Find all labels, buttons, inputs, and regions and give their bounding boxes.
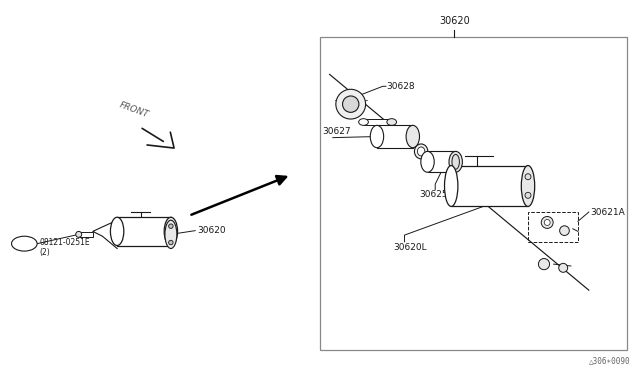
Bar (79, 232, 93, 237)
Circle shape (12, 236, 37, 251)
Bar (428, 151, 456, 172)
Ellipse shape (522, 166, 534, 206)
Ellipse shape (169, 240, 173, 245)
Ellipse shape (452, 154, 460, 169)
Text: 08121-0251E: 08121-0251E (40, 238, 90, 247)
Text: 30627: 30627 (322, 127, 351, 136)
Ellipse shape (111, 217, 124, 246)
Ellipse shape (525, 174, 531, 180)
Ellipse shape (165, 220, 177, 248)
Ellipse shape (541, 217, 553, 228)
Ellipse shape (525, 192, 531, 198)
Bar (320, 37, 627, 350)
Text: (2): (2) (40, 248, 51, 257)
Bar (364, 119, 392, 125)
Ellipse shape (358, 119, 369, 125)
Text: 30620: 30620 (197, 226, 226, 235)
Text: B: B (22, 239, 27, 248)
Ellipse shape (169, 224, 173, 228)
Ellipse shape (387, 119, 397, 125)
Ellipse shape (336, 89, 365, 119)
Ellipse shape (164, 217, 177, 246)
Bar (377, 125, 413, 148)
Ellipse shape (421, 151, 434, 172)
Ellipse shape (445, 166, 458, 206)
Ellipse shape (415, 144, 428, 159)
Ellipse shape (559, 226, 570, 235)
Bar (451, 166, 528, 206)
Text: △306∗0090: △306∗0090 (589, 356, 630, 365)
Ellipse shape (342, 96, 359, 112)
Text: 30621A: 30621A (590, 208, 625, 217)
Ellipse shape (544, 219, 550, 225)
Ellipse shape (406, 125, 419, 148)
Ellipse shape (449, 151, 462, 172)
Ellipse shape (559, 263, 568, 272)
Ellipse shape (76, 231, 82, 237)
Bar (117, 217, 171, 246)
Text: 30620L: 30620L (394, 243, 428, 251)
Ellipse shape (371, 125, 383, 148)
Ellipse shape (417, 147, 425, 156)
Text: 30620: 30620 (439, 16, 470, 26)
Bar (528, 212, 578, 242)
Text: 30628: 30628 (387, 82, 415, 91)
Text: 30625A: 30625A (419, 190, 454, 199)
Text: FRONT: FRONT (118, 100, 150, 119)
Ellipse shape (538, 259, 550, 270)
